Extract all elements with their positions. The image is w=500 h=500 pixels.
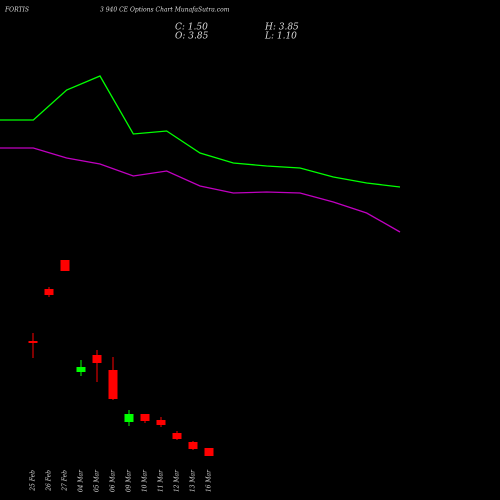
candle-body [76, 367, 86, 372]
candle-body [108, 370, 118, 399]
candle-body [44, 289, 54, 295]
candle-body [188, 442, 198, 449]
x-tick-label: 10 Mar [142, 469, 149, 492]
close-label: C: 1.50 [175, 23, 208, 33]
high-label: H: 3.85 [264, 23, 299, 33]
x-tick-label: 05 Mar [94, 469, 101, 492]
x-tick-label: 06 Mar [110, 469, 117, 492]
x-tick-label: 12 Mar [174, 469, 181, 492]
low-label: L: 1.10 [264, 32, 297, 42]
candle-body [140, 414, 150, 421]
chart-title: 3 940 CE Options Chart MunafaSutra.com [100, 7, 230, 14]
x-tick-label: 25 Feb [30, 470, 37, 492]
average-line [0, 147, 401, 233]
x-tick-label: 09 Mar [126, 469, 133, 492]
x-tick-label: 11 Mar [158, 469, 165, 492]
x-tick-label: 26 Feb [46, 470, 53, 492]
x-tick-label: 27 Feb [62, 470, 69, 492]
candle-body [156, 420, 166, 425]
candle-body [60, 260, 70, 271]
candle-body [92, 355, 102, 363]
candle-body [124, 414, 134, 422]
x-tick-label: 13 Mar [190, 469, 197, 492]
open-label: O: 3.85 [175, 32, 209, 42]
x-tick-label: 16 Mar [206, 469, 213, 492]
candle-body [28, 341, 38, 343]
symbol: FORTIS [4, 7, 29, 14]
average-line [0, 75, 401, 188]
candle-body [172, 433, 182, 439]
candle-body [204, 448, 214, 456]
x-tick-label: 04 Mar [78, 469, 85, 492]
